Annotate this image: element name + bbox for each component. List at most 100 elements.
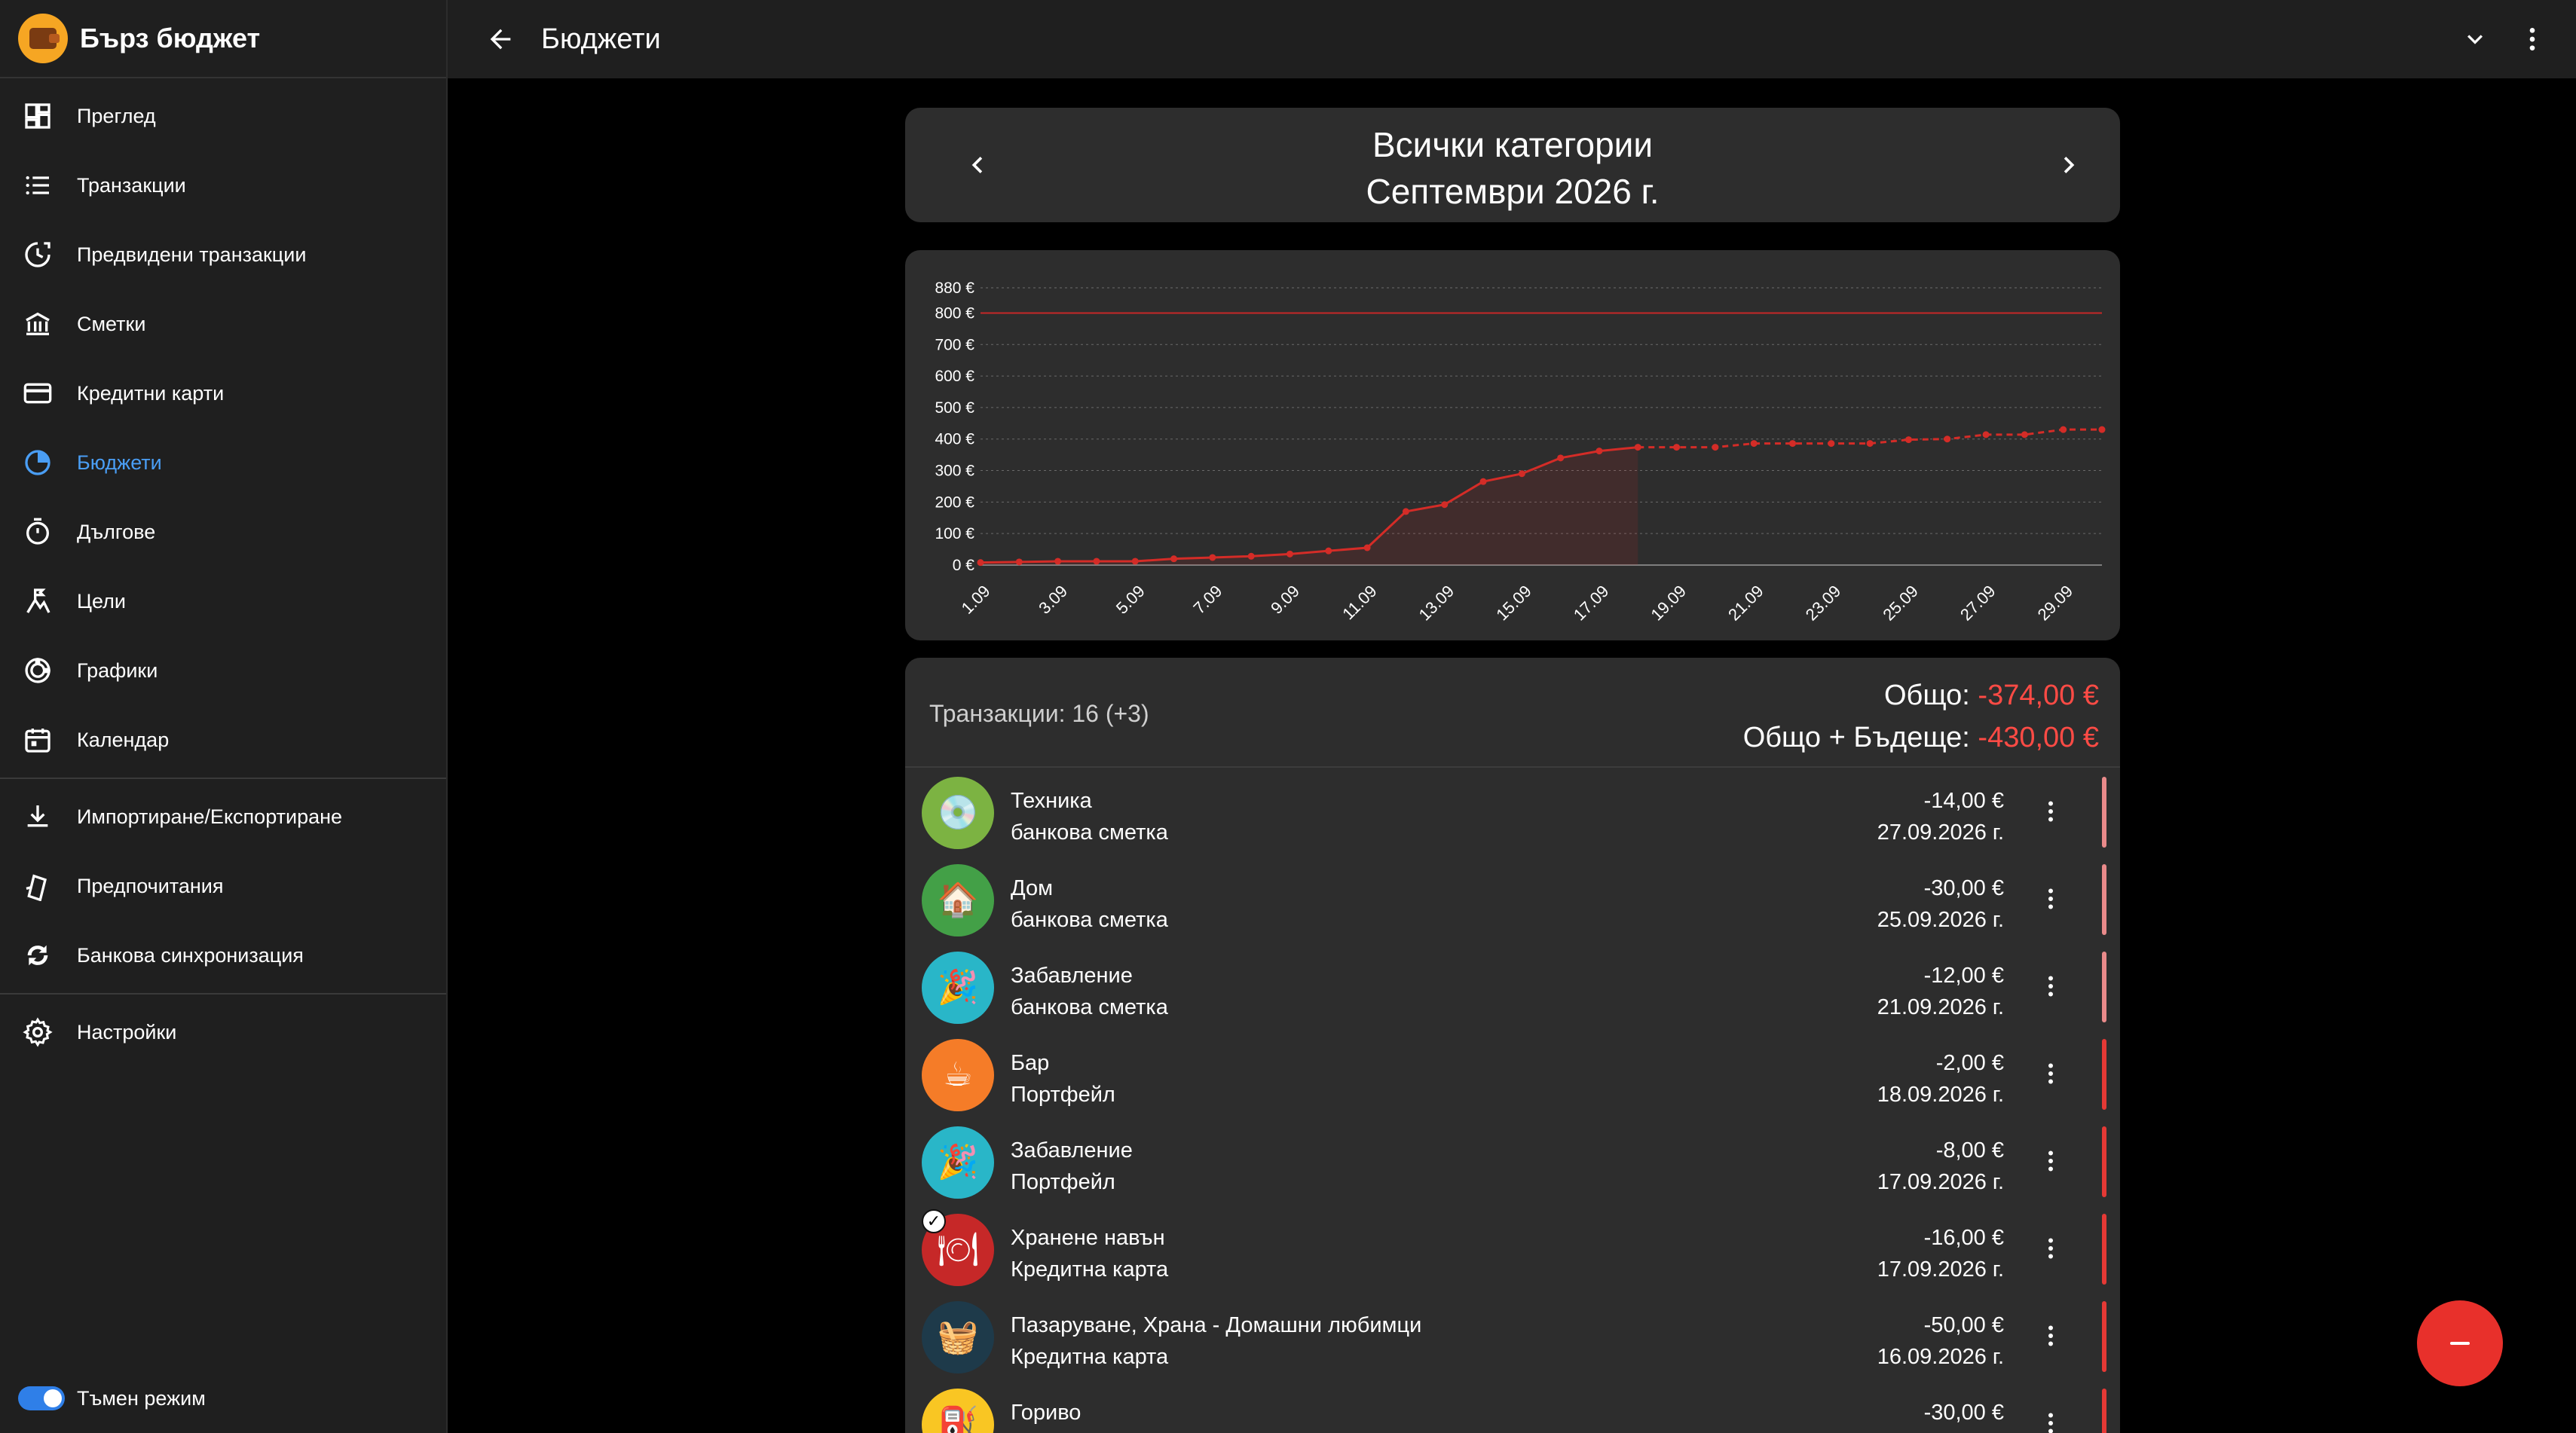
y-tick-label: 700 € [935,336,974,353]
data-point [977,559,984,567]
back-button[interactable] [482,21,519,57]
sidebar-item[interactable]: Бюджети [0,428,446,497]
sidebar-item[interactable]: Преглед [0,81,446,151]
toggle-switch[interactable] [18,1386,65,1410]
more-options-button[interactable] [2514,21,2550,57]
y-tick-label: 300 € [935,463,974,480]
more-vertical-icon [2048,1238,2053,1259]
transaction-menu-button[interactable] [2036,968,2066,1004]
dropdown-button[interactable] [2457,21,2493,57]
sidebar-item[interactable]: Цели [0,567,446,636]
sidebar-item[interactable]: Дългове [0,497,446,567]
more-vertical-icon [2048,1325,2053,1346]
sidebar-item-label: Календар [77,728,170,751]
transaction-account: Портфейл [1011,1170,1115,1194]
transactions-totals: Общо: -374,00 € Общо + Бъдеще: -430,00 € [1743,674,2099,759]
total-future-value: -430,00 € [1978,722,2099,753]
transaction-row[interactable]: 🍽 ✓ Хранене навън Кредитна карта -16,00 € 17.… [905,1205,2120,1292]
sidebar-item-label: Цели [77,589,126,613]
transaction-menu-button[interactable] [2036,1405,2066,1433]
transaction-row[interactable]: 🎉 Забавление Портфейл -8,00 € 17.09.2026 г. [905,1117,2120,1205]
toggle-knob [44,1389,62,1407]
sidebar-item[interactable]: Графики [0,636,446,705]
total-label: Общо: [1884,680,1978,711]
data-point [2098,426,2106,433]
y-tick-label: 100 € [935,525,974,542]
data-point [1904,436,1912,444]
sidebar-item[interactable]: Кредитни карти [0,359,446,428]
transaction-amount: -16,00 € [1923,1226,2004,1250]
data-point [1595,448,1603,455]
transaction-amount: -30,00 € [1923,1401,2004,1425]
data-point [1170,555,1178,563]
sidebar-item[interactable]: Банкова синхронизация [0,921,446,990]
transaction-row[interactable]: ⛽ Гориво -30,00 € [905,1380,2120,1433]
chevron-down-icon [2467,35,2483,44]
preferences-icon [21,869,54,903]
status-bar [2102,1214,2106,1285]
transaction-menu-button[interactable] [2036,1143,2066,1179]
transaction-amount: -12,00 € [1923,964,2004,988]
transaction-menu-button[interactable] [2036,793,2066,830]
brand-header: Бърз бюджет [0,0,446,78]
transaction-menu-button[interactable] [2036,1318,2066,1354]
sidebar-item[interactable]: Сметки [0,289,446,359]
house-icon: 🏠 [922,864,994,936]
more-vertical-icon [2048,976,2053,997]
y-tick-label: 400 € [935,431,974,448]
data-point [1479,478,1487,485]
transactions-card: Транзакции: 16 (+3) Общо: -374,00 € Общо… [905,658,2120,1433]
transaction-row[interactable]: 🎉 Забавление банкова сметка -12,00 € 21.09.2… [905,943,2120,1030]
transaction-row[interactable]: 🏠 Дом банкова сметка -30,00 € 25.09.2026 г. [905,855,2120,943]
party-hat-icon: 🎉 [922,1126,994,1199]
dark-mode-label: Тъмен режим [77,1386,206,1410]
category-glyph: 🎉 [937,968,979,1007]
transaction-category: Техника [1011,789,1092,813]
transaction-account: банкова сметка [1011,995,1168,1019]
calendar-icon [21,723,54,756]
transaction-row[interactable]: 🧺 Пазаруване, Храна - Домашни любимци Кред… [905,1292,2120,1380]
goal-icon [21,585,54,618]
transaction-amount: -50,00 € [1923,1313,2004,1337]
total-value: -374,00 € [1978,680,2099,711]
transaction-date: 25.09.2026 г. [1877,908,2004,932]
sidebar-item[interactable]: Настройки [0,998,446,1067]
transactions-summary: Транзакции: 16 (+3) Общо: -374,00 € Общо… [905,658,2120,768]
sidebar-item-label: Банкова синхронизация [77,943,304,967]
x-tick-label: 29.09 [2034,582,2077,625]
category-glyph: 🎉 [937,1143,979,1181]
sidebar-item[interactable]: Предвидени транзакции [0,220,446,289]
budget-chart-card: 0 € 100 € 200 € 300 € 400 € 500 € 600 € 700 € 80… [905,250,2120,640]
data-point [1712,444,1719,451]
sidebar-item[interactable]: Импортиране/Експортиране [0,782,446,851]
x-tick-label: 7.09 [1189,582,1225,618]
data-point [1750,440,1758,448]
area-fill [981,447,1638,565]
sidebar-item[interactable]: Предпочитания [0,851,446,921]
data-point [1247,552,1255,560]
add-expense-button[interactable] [2417,1300,2503,1386]
status-bar [2102,1126,2106,1197]
x-tick-label: 23.09 [1802,582,1845,625]
budget-line-chart: 0 € 100 € 200 € 300 € 400 € 500 € 600 € 700 € 80… [935,280,2106,625]
sidebar-group: Импортиране/Експортиране Предпочитания Бан… [0,779,446,995]
next-period-button[interactable] [2048,144,2090,186]
coffee-cup-icon: ☕ [922,1039,994,1111]
category-glyph: 🧺 [937,1318,979,1356]
sidebar-item[interactable]: Календар [0,705,446,775]
transaction-category: Хранене навън [1011,1226,1165,1250]
transaction-date: 17.09.2026 г. [1877,1170,2004,1194]
transaction-menu-button[interactable] [2036,1230,2066,1266]
transaction-menu-button[interactable] [2036,881,2066,917]
dark-mode-toggle[interactable]: Тъмен режим [18,1386,206,1410]
transaction-row[interactable]: 💿 Техника банкова сметка -14,00 € 27.09.2026… [905,768,2120,855]
previous-period-button[interactable] [956,144,999,186]
transaction-menu-button[interactable] [2036,1056,2066,1092]
transaction-row[interactable]: ☕ Бар Портфейл -2,00 € 18.09.2026 г. [905,1030,2120,1117]
transaction-date: 27.09.2026 г. [1877,820,2004,845]
gear-icon [21,1016,54,1049]
sidebar-item[interactable]: Транзакции [0,151,446,220]
sidebar-item-label: Предпочитания [77,874,224,897]
hard-drive-icon: 💿 [922,777,994,849]
status-bar [2102,1301,2106,1372]
